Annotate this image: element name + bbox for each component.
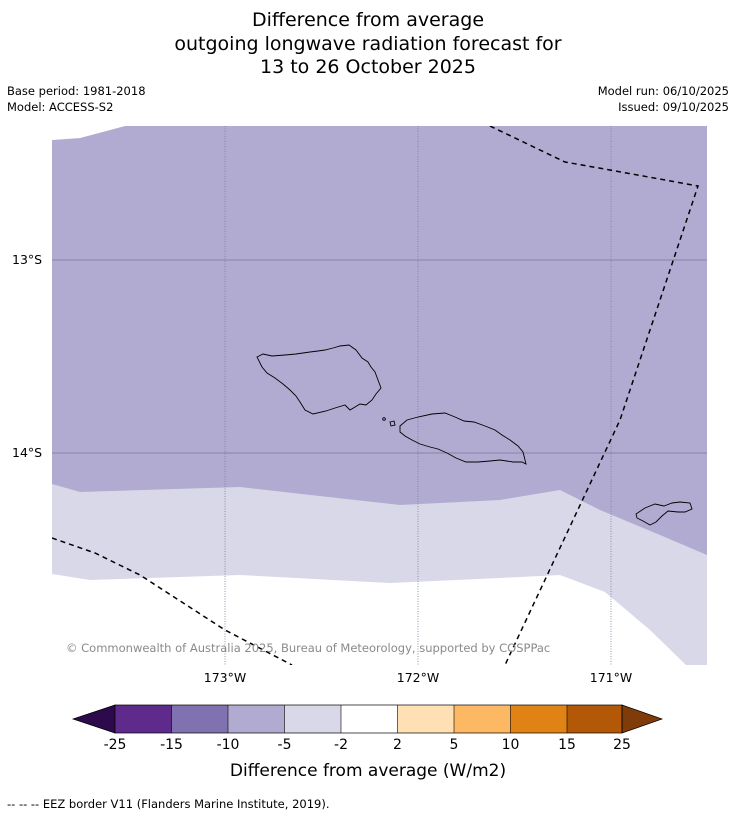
colorbar-tick: -5 bbox=[277, 737, 292, 753]
lon-label-173w: 173°W bbox=[203, 670, 247, 685]
graticule bbox=[52, 126, 707, 665]
colorbar-segment-7 bbox=[454, 705, 511, 733]
colorbar-segment-5 bbox=[341, 705, 398, 733]
colorbar-segment-4 bbox=[284, 705, 341, 733]
colorbar-segment-9 bbox=[567, 705, 622, 733]
colorbar-tick: -25 bbox=[103, 737, 127, 753]
colorbar-tick: 25 bbox=[613, 737, 631, 753]
colorbar-tick: 2 bbox=[393, 737, 402, 753]
title-line-1: Difference from average bbox=[251, 9, 485, 31]
coastlines bbox=[256, 344, 693, 526]
meta-right: Model run: 06/10/2025 Issued: 09/10/2025 bbox=[598, 83, 729, 115]
islet-manono bbox=[389, 420, 396, 427]
meta-left: Base period: 1981-2018 Model: ACCESS-S2 bbox=[7, 83, 146, 115]
model-run: Model run: 06/10/2025 bbox=[597, 84, 729, 98]
lon-label-172w: 172°W bbox=[396, 670, 440, 685]
colorbar-segment-3 bbox=[228, 705, 285, 733]
colorbar-segment-6 bbox=[397, 705, 454, 733]
island-upolu bbox=[399, 412, 527, 465]
colorbar-segment-2 bbox=[171, 705, 228, 733]
copyright-notice: © Commonwealth of Australia 2025, Bureau… bbox=[66, 641, 551, 655]
colorbar-tick: 5 bbox=[449, 737, 459, 753]
eez-border-southwest bbox=[52, 537, 293, 665]
lat-label-14s: 14°S bbox=[12, 445, 43, 460]
lon-label-171w: 171°W bbox=[589, 670, 633, 685]
colorbar-outline bbox=[114, 704, 623, 734]
colorbar-label: Difference from average (W/m2) bbox=[229, 761, 507, 781]
model-name: Model: ACCESS-S2 bbox=[7, 100, 114, 114]
colorbar-segment-1 bbox=[115, 705, 172, 733]
base-period: Base period: 1981-2018 bbox=[7, 84, 146, 98]
island-savaii bbox=[256, 344, 382, 415]
band-minus10-minus5 bbox=[52, 126, 707, 555]
colorbar-tick: 10 bbox=[501, 737, 520, 753]
band-neutral-corner bbox=[52, 126, 125, 140]
issued-date: Issued: 09/10/2025 bbox=[618, 100, 729, 114]
colorbar-tick: -10 bbox=[216, 737, 240, 753]
colorbar-tick: -15 bbox=[160, 737, 183, 753]
colorbar-tick: 15 bbox=[558, 737, 576, 753]
island-tutuila bbox=[635, 501, 693, 526]
colorbar-segment-8 bbox=[510, 705, 567, 733]
colorbar-cap-high bbox=[621, 704, 664, 734]
title-line-2: outgoing longwave radiation forecast for bbox=[174, 33, 562, 55]
colorbar bbox=[71, 704, 664, 734]
title-line-3: 13 to 26 October 2025 bbox=[260, 56, 476, 78]
colorbar-cap-low bbox=[71, 704, 116, 734]
eez-borders bbox=[52, 126, 699, 665]
lat-label-13s: 13°S bbox=[12, 252, 43, 267]
eez-border-east bbox=[489, 126, 699, 665]
colorbar-dividers bbox=[171, 705, 568, 733]
islet-apolima bbox=[382, 417, 386, 421]
colorbar-tick: -2 bbox=[334, 737, 348, 753]
eez-footnote: -- -- -- EEZ border V11 (Flanders Marine… bbox=[7, 797, 330, 811]
